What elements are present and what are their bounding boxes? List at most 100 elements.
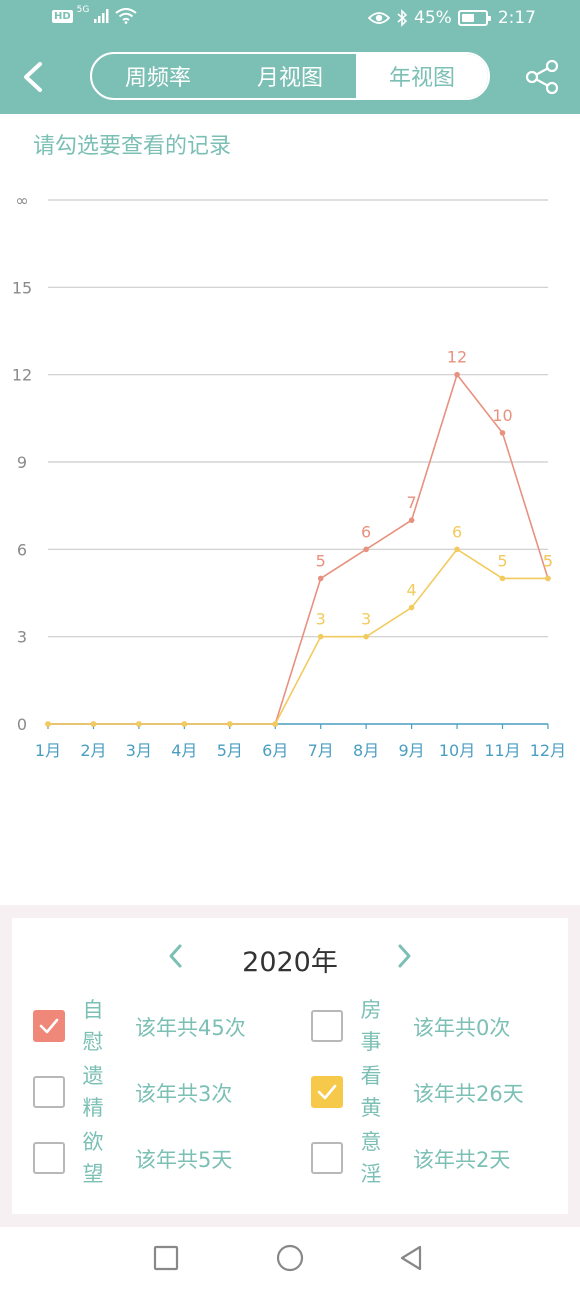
data-point [272,721,279,727]
data-label: 3 [316,610,326,629]
line-chart-svg: 0 3 6 9 12 15 ∞ 1月 2月 3月 4月 5月 6月 7月 8月 9月 10月 11月 12月 5 6 7 1… [12,191,566,760]
next-year-button[interactable] [392,942,416,970]
back-nav-button[interactable] [398,1244,426,1272]
share-icon [525,59,559,95]
x-tick-label: 1月 [35,741,61,760]
y-tick-label: 9 [17,453,27,472]
data-label: 7 [407,493,417,512]
checkbox-nocturnal-emission[interactable] [33,1076,65,1108]
x-tick-label: 3月 [126,741,152,760]
data-point [499,575,506,582]
option-count: 该年共26天 [413,1082,524,1106]
status-left: HD 5G [52,4,137,24]
data-label: 5 [543,551,553,570]
x-tick-label: 7月 [308,741,334,760]
record-filter-panel: 2020年 自慰 该年共45次 房事 该年共0次 [12,918,568,1214]
y-tick-label: 12 [12,366,32,385]
option-nocturnal-emission: 遗精 该年共3次 [33,1064,293,1124]
triangle-back-icon [400,1245,422,1271]
option-count: 该年共2天 [413,1148,511,1172]
chevron-left-icon [24,62,42,92]
option-desire: 欲望 该年共5天 [33,1130,293,1190]
data-point [363,546,369,553]
status-bar: HD 5G [0,0,580,40]
x-tick-label: 12月 [530,741,566,760]
tab-year-view[interactable]: 年视图 [356,54,488,98]
x-tick-label: 2月 [80,741,106,760]
chevron-right-icon [398,944,411,968]
checkbox-intercourse[interactable] [311,1010,343,1042]
square-recent-apps-icon [153,1245,179,1271]
bluetooth-icon [397,9,408,27]
view-tabs: 周频率 月视图 年视图 [90,52,490,100]
option-name: 自慰 [82,998,104,1054]
y-tick-label: 0 [17,715,27,734]
data-point [499,430,506,436]
signal-icon [94,9,109,23]
x-tick-label: 11月 [484,741,520,760]
system-nav-bar [0,1227,580,1289]
tab-month-view[interactable]: 月视图 [256,66,323,91]
circle-home-icon [276,1244,304,1272]
checkbox-fantasy[interactable] [311,1142,343,1174]
year-chart: 0 3 6 9 12 15 ∞ 1月 2月 3月 4月 5月 6月 7月 8月 9月 10月 11月 12月 5 6 7 1… [0,180,580,780]
option-name: 意淫 [360,1130,382,1186]
data-point [545,575,551,582]
prev-year-button[interactable] [164,942,188,970]
option-count: 该年共45次 [135,1016,246,1040]
data-point [454,371,460,378]
data-point [363,633,369,640]
back-button[interactable] [18,58,48,96]
data-label: 5 [316,551,326,570]
data-label: 3 [361,610,371,629]
hd-badge: HD [52,9,73,23]
data-label: 12 [447,348,467,367]
x-tick-label: 10月 [439,741,475,760]
x-tick-label: 6月 [262,741,288,760]
data-point [227,721,233,727]
data-label: 5 [543,551,553,570]
battery-percent: 45% [414,8,452,28]
data-label: 5 [497,551,507,570]
home-button[interactable] [276,1244,304,1272]
data-point [90,721,97,727]
share-button[interactable] [522,58,562,96]
data-point [317,575,324,582]
tab-week-frequency[interactable]: 周频率 [124,66,191,91]
chevron-left-icon [169,944,182,968]
y-tick-label: 6 [17,540,27,559]
battery-icon [457,10,491,26]
option-masturbation: 自慰 该年共45次 [33,998,293,1058]
option-count: 该年共0次 [413,1016,511,1040]
option-count: 该年共3次 [135,1082,233,1106]
option-fantasy: 意淫 该年共2天 [311,1130,561,1190]
year-selector: 2020年 [12,936,568,978]
wifi-icon [115,8,137,24]
x-tick-label: 5月 [217,741,243,760]
status-right: 45% 2:17 [368,8,536,28]
clock: 2:17 [497,8,536,28]
checkbox-masturbation[interactable] [33,1010,65,1042]
data-point [408,517,415,524]
recent-apps-button[interactable] [152,1244,180,1272]
x-tick-label: 8月 [353,741,379,760]
data-point [454,546,460,553]
eye-icon [368,12,391,24]
year-label: 2020年 [242,947,338,978]
data-label: 6 [452,522,462,541]
checkbox-desire[interactable] [33,1142,65,1174]
data-label: 10 [492,406,512,425]
data-point [45,721,51,727]
option-count: 该年共5天 [135,1148,233,1172]
check-icon [317,1084,337,1100]
network-type: 5G [76,4,90,15]
y-tick-label: ∞ [15,191,28,210]
option-name: 欲望 [82,1130,104,1186]
data-point [408,604,415,611]
checkbox-watching-porn[interactable] [311,1076,343,1108]
y-tick-label: 3 [17,628,27,647]
option-watching-porn: 看黄 该年共26天 [311,1064,561,1124]
series-line [48,548,548,725]
x-tick-label: 4月 [171,741,197,760]
